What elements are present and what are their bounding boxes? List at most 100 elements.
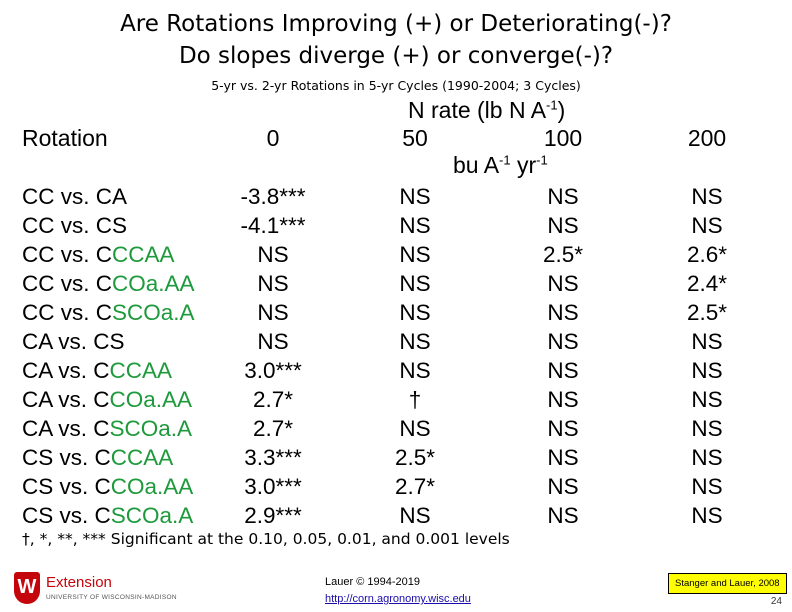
units-bu: bu A (453, 152, 500, 178)
value-cell: NS (257, 242, 289, 267)
value-cell: NS (547, 358, 579, 383)
rotation-compare: CSCOa.A (93, 416, 192, 441)
value-cell: 2.4* (686, 271, 728, 296)
rotation-compare: CCOa.AA (93, 387, 192, 412)
rotation-compare-rest: SCOa.A (110, 503, 194, 528)
value-cell: NS (399, 271, 431, 296)
rotation-compare-first: C (95, 242, 113, 267)
title-line-2: Do slopes diverge (+) or converge(-)? (178, 43, 614, 69)
rotation-compare: CSCOa.A (96, 300, 195, 325)
rotation-cell: CA vs. CCOa.AA (22, 385, 192, 414)
n-rate-sup: -1 (546, 97, 558, 113)
value-cell: NS (691, 213, 723, 238)
units-yr: yr (510, 152, 537, 178)
rotation-compare: CA (95, 184, 128, 209)
value-cell: NS (399, 213, 431, 238)
rotation-header: Rotation (22, 125, 108, 151)
value-cell: NS (399, 503, 431, 528)
rotation-compare-first: C (95, 300, 113, 325)
n-rate-close: ) (557, 97, 566, 123)
page-number: 24 (770, 596, 782, 607)
units-label: bu A-1 yr-1 (453, 152, 548, 179)
value-cell: NS (691, 358, 723, 383)
rotation-compare-first: C (93, 387, 110, 412)
value-cell: NS (547, 300, 579, 325)
rate-header-100: 100 (543, 125, 583, 151)
value-cell: NS (691, 184, 723, 209)
rotation-cell: CA vs. CS (22, 327, 125, 356)
rotation-cell: CC vs. CA (22, 182, 127, 211)
rotation-compare: CS (93, 329, 125, 354)
citation-box: Stanger and Lauer, 2008 (668, 573, 787, 594)
rotation-compare-rest: COa.AA (112, 271, 195, 296)
value-cell: 2.7* (394, 474, 436, 499)
rotation-compare-rest: CCAA (109, 358, 173, 383)
units-sup-2: -1 (536, 152, 548, 168)
rotation-compare-first: C (94, 445, 111, 470)
value-cell: NS (257, 329, 289, 354)
rotation-cell: CA vs. CCCAA (22, 356, 172, 385)
extension-logo: W Extension UNIVERSITY OF WISCONSIN-MADI… (14, 572, 177, 608)
value-cell: NS (691, 387, 723, 412)
rotation-compare-rest: CCAA (112, 242, 175, 267)
value-cell: NS (399, 184, 431, 209)
rate-header-0: 0 (266, 125, 280, 151)
rotation-compare-rest: CCAA (110, 445, 174, 470)
value-cell: NS (547, 213, 579, 238)
rotation-compare-first: C (93, 416, 110, 441)
value-cell: NS (547, 271, 579, 296)
value-cell: NS (547, 184, 579, 209)
rotation-base: CA vs. (22, 329, 94, 354)
rotation-compare-rest: COa.AA (109, 387, 193, 412)
value-cell: -3.8*** (240, 184, 306, 209)
title-line-1: Are Rotations Improving (+) or Deteriora… (120, 11, 672, 37)
subtitle: 5-yr vs. 2-yr Rotations in 5-yr Cycles (… (211, 78, 581, 93)
rotation-compare: CS (95, 213, 128, 238)
value-cell: 3.0*** (244, 358, 302, 383)
rotation-cell: CA vs. CSCOa.A (22, 414, 192, 443)
value-cell: 3.3*** (244, 445, 302, 470)
rotation-compare-first: C (93, 358, 110, 383)
rotation-base: CC vs. (22, 242, 96, 267)
value-cell: NS (547, 329, 579, 354)
value-cell: -4.1*** (240, 213, 306, 238)
rotation-compare: CCCAA (93, 358, 172, 383)
rotation-base: CS vs. (22, 503, 95, 528)
rotation-cell: CC vs. CSCOa.A (22, 298, 195, 327)
value-cell: NS (691, 474, 723, 499)
rotation-base: CA vs. (22, 387, 94, 412)
rotation-cell: CC vs. CS (22, 211, 127, 240)
n-rate-label: N rate (lb N A (408, 97, 547, 123)
value-cell: 2.5* (542, 242, 584, 267)
rotation-base: CC vs. (22, 300, 96, 325)
value-cell: NS (547, 387, 579, 412)
rate-header-50: 50 (402, 125, 428, 151)
value-cell: † (408, 387, 422, 412)
rotation-compare-rest: SCOa.A (109, 416, 193, 441)
n-rate-header: N rate (lb N A-1) (408, 97, 565, 124)
value-cell: NS (399, 329, 431, 354)
rate-header-200: 200 (687, 125, 727, 151)
value-cell: NS (399, 358, 431, 383)
rotation-compare: CCCAA (95, 445, 174, 470)
value-cell: 3.0*** (244, 474, 302, 499)
value-cell: NS (257, 271, 289, 296)
value-cell: NS (547, 445, 579, 470)
rotation-cell: CS vs. CCOa.AA (22, 472, 193, 501)
rotation-cell: CS vs. CCCAA (22, 443, 173, 472)
value-cell: 2.5* (686, 300, 728, 325)
value-cell: NS (547, 503, 579, 528)
rotation-base: CA vs. (22, 358, 94, 383)
value-cell: NS (691, 416, 723, 441)
rotation-compare-rest: COa.AA (110, 474, 194, 499)
rotation-base: CC vs. (22, 271, 96, 296)
logo-university-text: UNIVERSITY OF WISCONSIN-MADISON (46, 594, 177, 601)
value-cell: NS (399, 242, 431, 267)
uw-shield-icon: W (14, 572, 40, 604)
value-cell: NS (547, 474, 579, 499)
website-link[interactable]: http://corn.agronomy.wisc.edu (325, 593, 471, 605)
rotation-base: CS vs. (22, 445, 95, 470)
value-cell: NS (691, 445, 723, 470)
footnote: †, *, **, *** Significant at the 0.10, 0… (22, 530, 510, 548)
logo-extension-text: Extension (46, 574, 112, 591)
